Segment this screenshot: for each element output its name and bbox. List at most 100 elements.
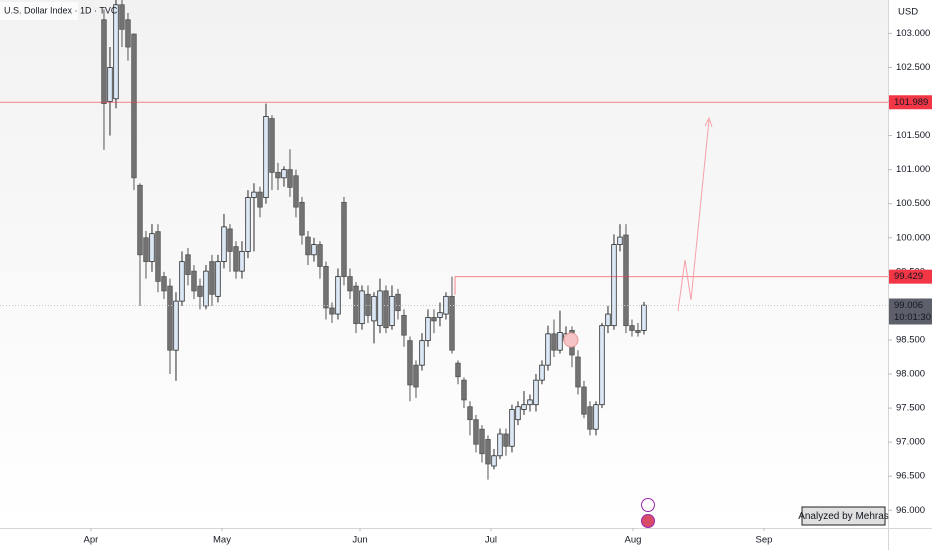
candle-body	[413, 364, 419, 388]
y-tick-label: 97.500	[896, 403, 925, 414]
candle-body	[281, 169, 287, 179]
candle-body	[269, 118, 275, 173]
candle-body	[347, 276, 353, 292]
last-price-badge	[889, 298, 932, 325]
candle-body	[161, 276, 167, 292]
dividend-icon[interactable]	[641, 498, 655, 512]
candle-body	[527, 399, 533, 406]
candle-body	[551, 333, 557, 351]
candle-body	[599, 325, 605, 406]
candle-body	[533, 379, 539, 406]
y-tick-label: 96.000	[896, 505, 925, 516]
candle-body	[581, 386, 587, 415]
level-label: 101.989	[894, 97, 928, 108]
candle-body	[485, 439, 491, 465]
x-tick-label: Jun	[352, 535, 367, 546]
currency-label: USD	[898, 7, 918, 18]
candle-body	[287, 169, 293, 188]
x-tick-label: Jul	[485, 535, 497, 546]
candle-body	[155, 231, 161, 282]
candle-body	[629, 325, 635, 331]
last-price-label: 99.006	[894, 300, 923, 311]
candle-body	[611, 244, 617, 327]
candle-body	[275, 171, 281, 179]
y-tick-label: 101.000	[896, 164, 930, 175]
candle-body	[137, 184, 143, 256]
candle-body	[473, 419, 479, 445]
candle-body	[329, 307, 335, 315]
candle-body	[479, 428, 485, 455]
candle-body	[293, 175, 299, 208]
candle-body	[593, 404, 599, 430]
candle-body	[167, 285, 173, 351]
candle-body	[425, 317, 431, 342]
candle-body	[635, 330, 641, 333]
y-tick-label: 96.500	[896, 471, 925, 482]
candle-body	[221, 226, 227, 263]
x-tick-label: Sep	[756, 535, 773, 546]
candle-body	[383, 290, 389, 329]
candle-body	[503, 433, 509, 447]
candle-body	[179, 261, 185, 302]
candle-body	[395, 293, 401, 312]
candle-body	[389, 295, 395, 327]
candle-body	[467, 406, 473, 421]
candle-body	[365, 293, 371, 316]
level-badge	[889, 269, 932, 284]
candle-body	[263, 116, 269, 198]
candle-body	[335, 276, 341, 315]
candle-body	[305, 236, 311, 256]
candle-body	[143, 237, 149, 263]
candle-body	[449, 295, 455, 351]
event-marker[interactable]	[563, 332, 579, 348]
y-tick-label: 101.500	[896, 130, 930, 141]
candle-body	[371, 295, 377, 322]
y-tick-label: 100.000	[896, 232, 930, 243]
candle-body	[539, 364, 545, 381]
candle-body	[617, 236, 623, 245]
candle-body	[311, 244, 317, 256]
candle-body	[545, 333, 551, 366]
candle-body	[251, 191, 257, 198]
candle-body	[497, 433, 503, 457]
title-backdrop	[0, 2, 78, 20]
projection-arrowhead	[704, 116, 713, 128]
candle-body	[173, 300, 179, 351]
y-tick-label: 97.000	[896, 437, 925, 448]
flag-icon[interactable]	[641, 514, 655, 528]
candle-body	[377, 290, 383, 327]
candle-body	[509, 409, 515, 447]
y-tick-label: 98.500	[896, 334, 925, 345]
candle-body	[185, 254, 191, 275]
projection-path	[677, 119, 710, 312]
level-badge	[889, 95, 932, 110]
watermark: Analyzed by Mehras	[798, 511, 889, 522]
candle-body	[341, 201, 347, 278]
y-tick-label: 102.500	[896, 62, 930, 73]
candle-body	[125, 19, 131, 48]
watermark-box	[801, 506, 886, 526]
candle-body	[323, 265, 329, 309]
chart-title: U.S. Dollar Index · 1D · TVC	[4, 5, 118, 15]
candle-body	[197, 285, 203, 297]
candle-body	[443, 295, 449, 315]
candle-body	[209, 261, 215, 295]
x-tick-label: Apr	[84, 535, 99, 546]
candle-body	[191, 270, 197, 292]
candle-body	[317, 244, 323, 267]
candle-body	[215, 261, 221, 297]
candle-body	[113, 4, 119, 100]
candle-body	[515, 406, 521, 421]
candle-body	[623, 234, 629, 327]
candle-body	[131, 33, 137, 179]
y-tick-label: 100.500	[896, 198, 930, 209]
candle-body	[233, 246, 239, 272]
candle-body	[257, 191, 263, 208]
candle-body	[455, 362, 461, 378]
candle-body	[461, 379, 467, 401]
x-tick-label: Aug	[625, 535, 642, 546]
x-tick-label: May	[213, 535, 231, 546]
candle-body	[419, 340, 425, 366]
candle-body	[299, 201, 305, 236]
